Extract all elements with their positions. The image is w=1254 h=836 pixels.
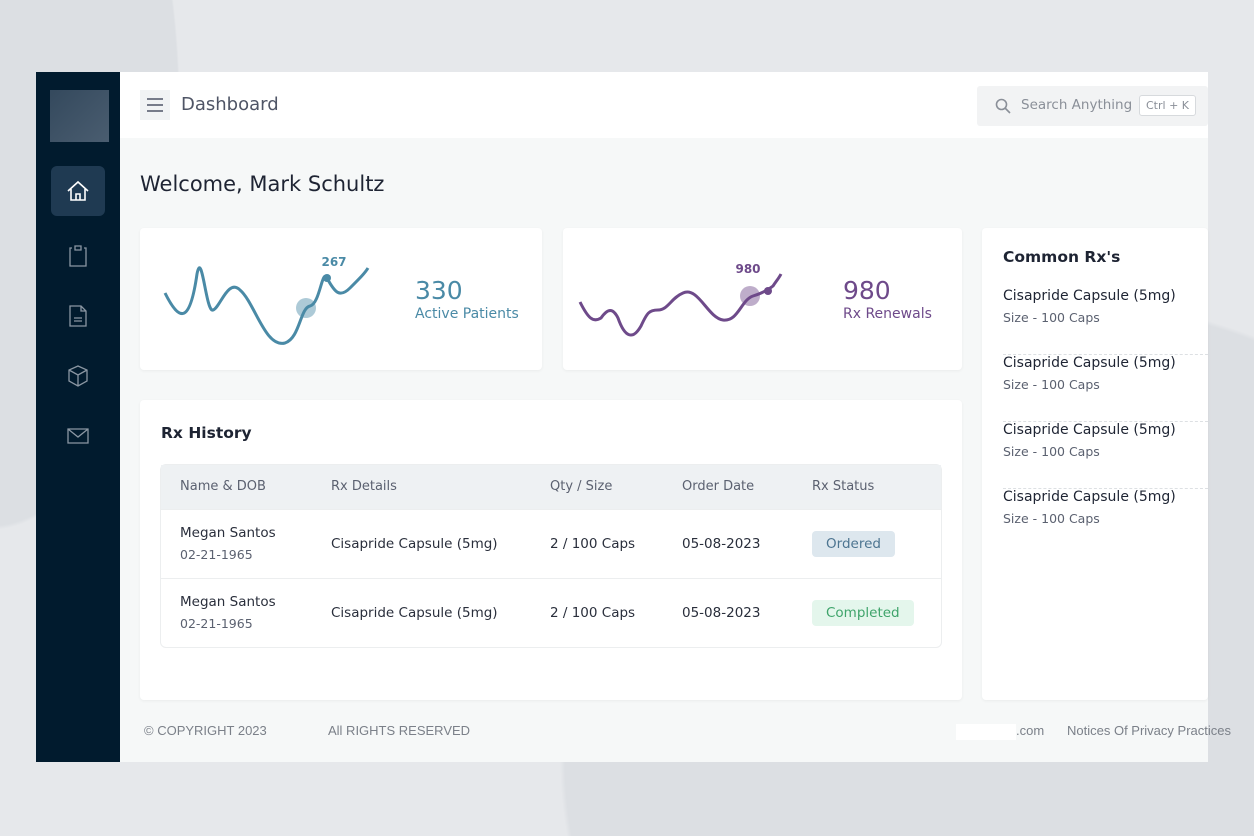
table-row[interactable]: Megan Santos 02-21-1965 Cisapride Capsule…: [161, 508, 941, 578]
domain-link[interactable]: .com: [1016, 723, 1045, 738]
home-icon: [67, 180, 89, 201]
patient-dob: 02-21-1965: [180, 616, 253, 632]
status-badge: Ordered: [812, 530, 895, 557]
rx-history-table: Name & DOB Rx Details Qty / Size Order D…: [160, 464, 942, 648]
qty-size: 2 / 100 Caps: [531, 577, 663, 647]
point-label: 267: [321, 255, 346, 269]
qty-size: 2 / 100 Caps: [531, 508, 663, 578]
redacted-domain: [956, 724, 1016, 740]
table-row[interactable]: Megan Santos 02-21-1965 Cisapride Capsule…: [161, 577, 941, 647]
stat-value: 330: [415, 276, 463, 305]
copyright: © COPYRIGHT 2023: [144, 723, 267, 738]
rx-size: Size - 100 Caps: [1003, 511, 1100, 526]
hamburger-icon: [147, 98, 163, 112]
stat-card-active-patients: 267 330 Active Patients: [140, 228, 542, 370]
column-header: Qty / Size: [531, 465, 663, 509]
sparkline: 980: [578, 262, 783, 337]
column-header: Rx Status: [793, 465, 941, 509]
welcome-heading: Welcome, Mark Schultz: [140, 172, 385, 196]
status-badge: Completed: [812, 599, 914, 626]
rx-name: Cisapride Capsule (5mg): [1003, 489, 1176, 505]
logo: [50, 90, 109, 142]
column-header: Order Date: [663, 465, 793, 509]
sparkline-bubble: [740, 286, 760, 306]
rx-size: Size - 100 Caps: [1003, 444, 1100, 459]
sparkline-point: [764, 287, 772, 295]
patient-name: Megan Santos: [180, 594, 276, 611]
search-input[interactable]: Search Anything Ctrl + K: [977, 86, 1208, 126]
search-icon: [995, 98, 1011, 114]
menu-button[interactable]: [140, 90, 170, 120]
rx-history-card: Rx History Name & DOB Rx Details Qty / S…: [140, 400, 962, 700]
search-placeholder: Search Anything: [1021, 97, 1133, 113]
list-item[interactable]: Cisapride Capsule (5mg) Size - 100 Caps: [1003, 489, 1208, 556]
rx-size: Size - 100 Caps: [1003, 310, 1100, 325]
sparkline: 267: [163, 255, 370, 345]
nav-document[interactable]: [51, 291, 105, 341]
rx-name: Cisapride Capsule (5mg): [1003, 355, 1176, 371]
nav-mail[interactable]: [51, 411, 105, 461]
top-bar: Dashboard Search Anything Ctrl + K: [120, 72, 1208, 138]
rx-details: Cisapride Capsule (5mg): [312, 508, 531, 578]
nav-home[interactable]: [51, 166, 105, 216]
stat-label: Active Patients: [415, 306, 519, 322]
point-label: 980: [735, 262, 760, 276]
sparkline-line: [163, 266, 370, 345]
stat-value: 980: [843, 276, 891, 305]
page-title: Dashboard: [181, 94, 279, 115]
mail-icon: [67, 428, 89, 444]
rx-size: Size - 100 Caps: [1003, 377, 1100, 392]
column-header: Rx Details: [312, 465, 531, 509]
stat-card-rx-renewals: 980 980 Rx Renewals: [563, 228, 962, 370]
shortcut-hint: Ctrl + K: [1139, 95, 1196, 116]
rx-name: Cisapride Capsule (5mg): [1003, 288, 1176, 304]
column-header: Name & DOB: [161, 465, 312, 509]
sparkline-point: [323, 274, 331, 282]
common-rx-card: Common Rx's Cisapride Capsule (5mg) Size …: [982, 228, 1208, 700]
order-date: 05-08-2023: [663, 508, 793, 578]
list-item[interactable]: Cisapride Capsule (5mg) Size - 100 Caps: [1003, 422, 1208, 489]
list-item[interactable]: Cisapride Capsule (5mg) Size - 100 Caps: [1003, 288, 1208, 355]
list-item[interactable]: Cisapride Capsule (5mg) Size - 100 Caps: [1003, 355, 1208, 422]
patient-name: Megan Santos: [180, 525, 276, 541]
box-icon: [68, 365, 88, 387]
app-window: Dashboard Search Anything Ctrl + K Welco…: [36, 72, 1231, 762]
document-icon: [69, 305, 87, 327]
clipboard-icon: [69, 245, 87, 267]
rx-history-title: Rx History: [161, 424, 252, 442]
rights-text: All RIGHTS RESERVED: [328, 723, 471, 738]
common-rx-title: Common Rx's: [1003, 248, 1121, 266]
order-date: 05-08-2023: [663, 577, 793, 647]
sidebar: [36, 72, 120, 762]
patient-dob: 02-21-1965: [180, 547, 253, 562]
sparkline-bubble: [296, 298, 316, 318]
privacy-link[interactable]: Notices Of Privacy Practices: [1067, 723, 1231, 738]
nav-clipboard[interactable]: [51, 231, 105, 281]
table-header: Name & DOB Rx Details Qty / Size Order D…: [161, 465, 941, 509]
nav-package[interactable]: [51, 351, 105, 401]
rx-details: Cisapride Capsule (5mg): [312, 577, 531, 647]
rx-name: Cisapride Capsule (5mg): [1003, 422, 1176, 438]
stat-label: Rx Renewals: [843, 306, 932, 322]
